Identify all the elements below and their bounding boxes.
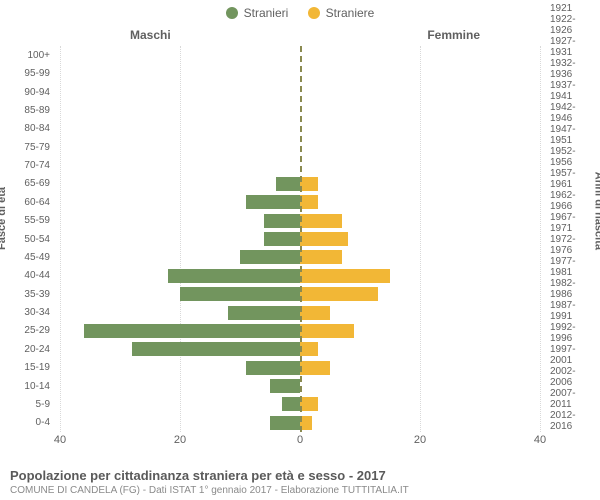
bar-female [300,250,342,264]
legend-swatch-female [308,7,320,19]
y-label-age: 60-64 [0,193,54,211]
y-label-age: 10-14 [0,377,54,395]
bar-female [300,306,330,320]
y-label-birth: 1987-1991 [546,300,600,322]
y-label-age: 20-24 [0,340,54,358]
y-label-birth: 1982-1986 [546,278,600,300]
y-label-age: 15-19 [0,359,54,377]
y-label-birth: 1922-1926 [546,14,600,36]
x-axis-ticks: 402002040 [60,434,540,450]
y-label-age: 95-99 [0,65,54,83]
x-tick-label: 20 [414,434,426,446]
bar-male [132,342,300,356]
y-label-age: 40-44 [0,267,54,285]
bar-male [264,232,300,246]
y-label-birth: 2002-2006 [546,366,600,388]
y-label-age: 50-54 [0,230,54,248]
legend-item-female: Straniere [308,6,375,20]
y-label-age: 100+ [0,46,54,64]
legend-label: Straniere [326,6,375,20]
y-label-age: 0-4 [0,414,54,432]
y-label-age: 75-79 [0,138,54,156]
legend: Stranieri Straniere [0,6,600,22]
y-label-birth: 1952-1956 [546,146,600,168]
bar-male [168,269,300,283]
legend-item-male: Stranieri [226,6,289,20]
bar-female [300,287,378,301]
bar-female [300,324,354,338]
bar-male [246,361,300,375]
center-axis-line [300,46,302,432]
column-header-left: Maschi [130,28,171,42]
y-label-age: 45-49 [0,248,54,266]
y-label-age: 55-59 [0,212,54,230]
y-label-birth: 2012-2016 [546,410,600,432]
x-tick-label: 40 [54,434,66,446]
chart-title: Popolazione per cittadinanza straniera p… [10,468,590,483]
y-label-birth: 1927-1931 [546,36,600,58]
y-label-birth: 2007-2011 [546,388,600,410]
y-label-birth: 1977-1981 [546,256,600,278]
chart-footer: Popolazione per cittadinanza straniera p… [10,468,590,496]
y-label-birth: 1942-1946 [546,102,600,124]
bar-male [276,177,300,191]
bar-male [180,287,300,301]
bar-male [240,250,300,264]
chart-subtitle: COMUNE DI CANDELA (FG) - Dati ISTAT 1° g… [10,485,590,496]
y-label-birth: 1937-1941 [546,80,600,102]
y-label-birth: 1957-1961 [546,168,600,190]
y-label-birth: 1972-1976 [546,234,600,256]
x-tick-label: 20 [174,434,186,446]
bar-female [300,195,318,209]
y-label-age: 5-9 [0,395,54,413]
y-label-birth: 1947-1951 [546,124,600,146]
y-label-birth: 1992-1996 [546,322,600,344]
bar-male [282,397,300,411]
y-label-age: 65-69 [0,175,54,193]
y-label-birth: 1967-1971 [546,212,600,234]
x-tick-label: 40 [534,434,546,446]
legend-label: Stranieri [244,6,289,20]
y-label-age: 35-39 [0,285,54,303]
plot-area [60,46,540,432]
y-label-age: 85-89 [0,101,54,119]
y-axis-labels-birth: 2012-20162007-20112002-20061997-20011992… [546,46,600,432]
bar-female [300,177,318,191]
y-label-birth: 1962-1966 [546,190,600,212]
y-label-birth: 1997-2001 [546,344,600,366]
bar-male [228,306,300,320]
bar-male [246,195,300,209]
y-label-birth: 1917-1921 [546,0,600,14]
y-label-age: 90-94 [0,83,54,101]
bar-male [84,324,300,338]
bar-female [300,214,342,228]
population-pyramid-chart: Stranieri Straniere Maschi Femmine Fasce… [0,0,600,500]
bar-female [300,232,348,246]
y-label-age: 70-74 [0,156,54,174]
y-label-age: 80-84 [0,120,54,138]
bar-male [270,416,300,430]
bar-male [270,379,300,393]
y-label-age: 25-29 [0,322,54,340]
column-header-right: Femmine [427,28,480,42]
y-label-birth: 1932-1936 [546,58,600,80]
bar-female [300,269,390,283]
bar-female [300,342,318,356]
bar-female [300,397,318,411]
y-label-age: 30-34 [0,303,54,321]
legend-swatch-male [226,7,238,19]
y-axis-labels-age: 0-45-910-1415-1920-2425-2930-3435-3940-4… [0,46,54,432]
x-tick-label: 0 [297,434,303,446]
bar-male [264,214,300,228]
bar-female [300,361,330,375]
